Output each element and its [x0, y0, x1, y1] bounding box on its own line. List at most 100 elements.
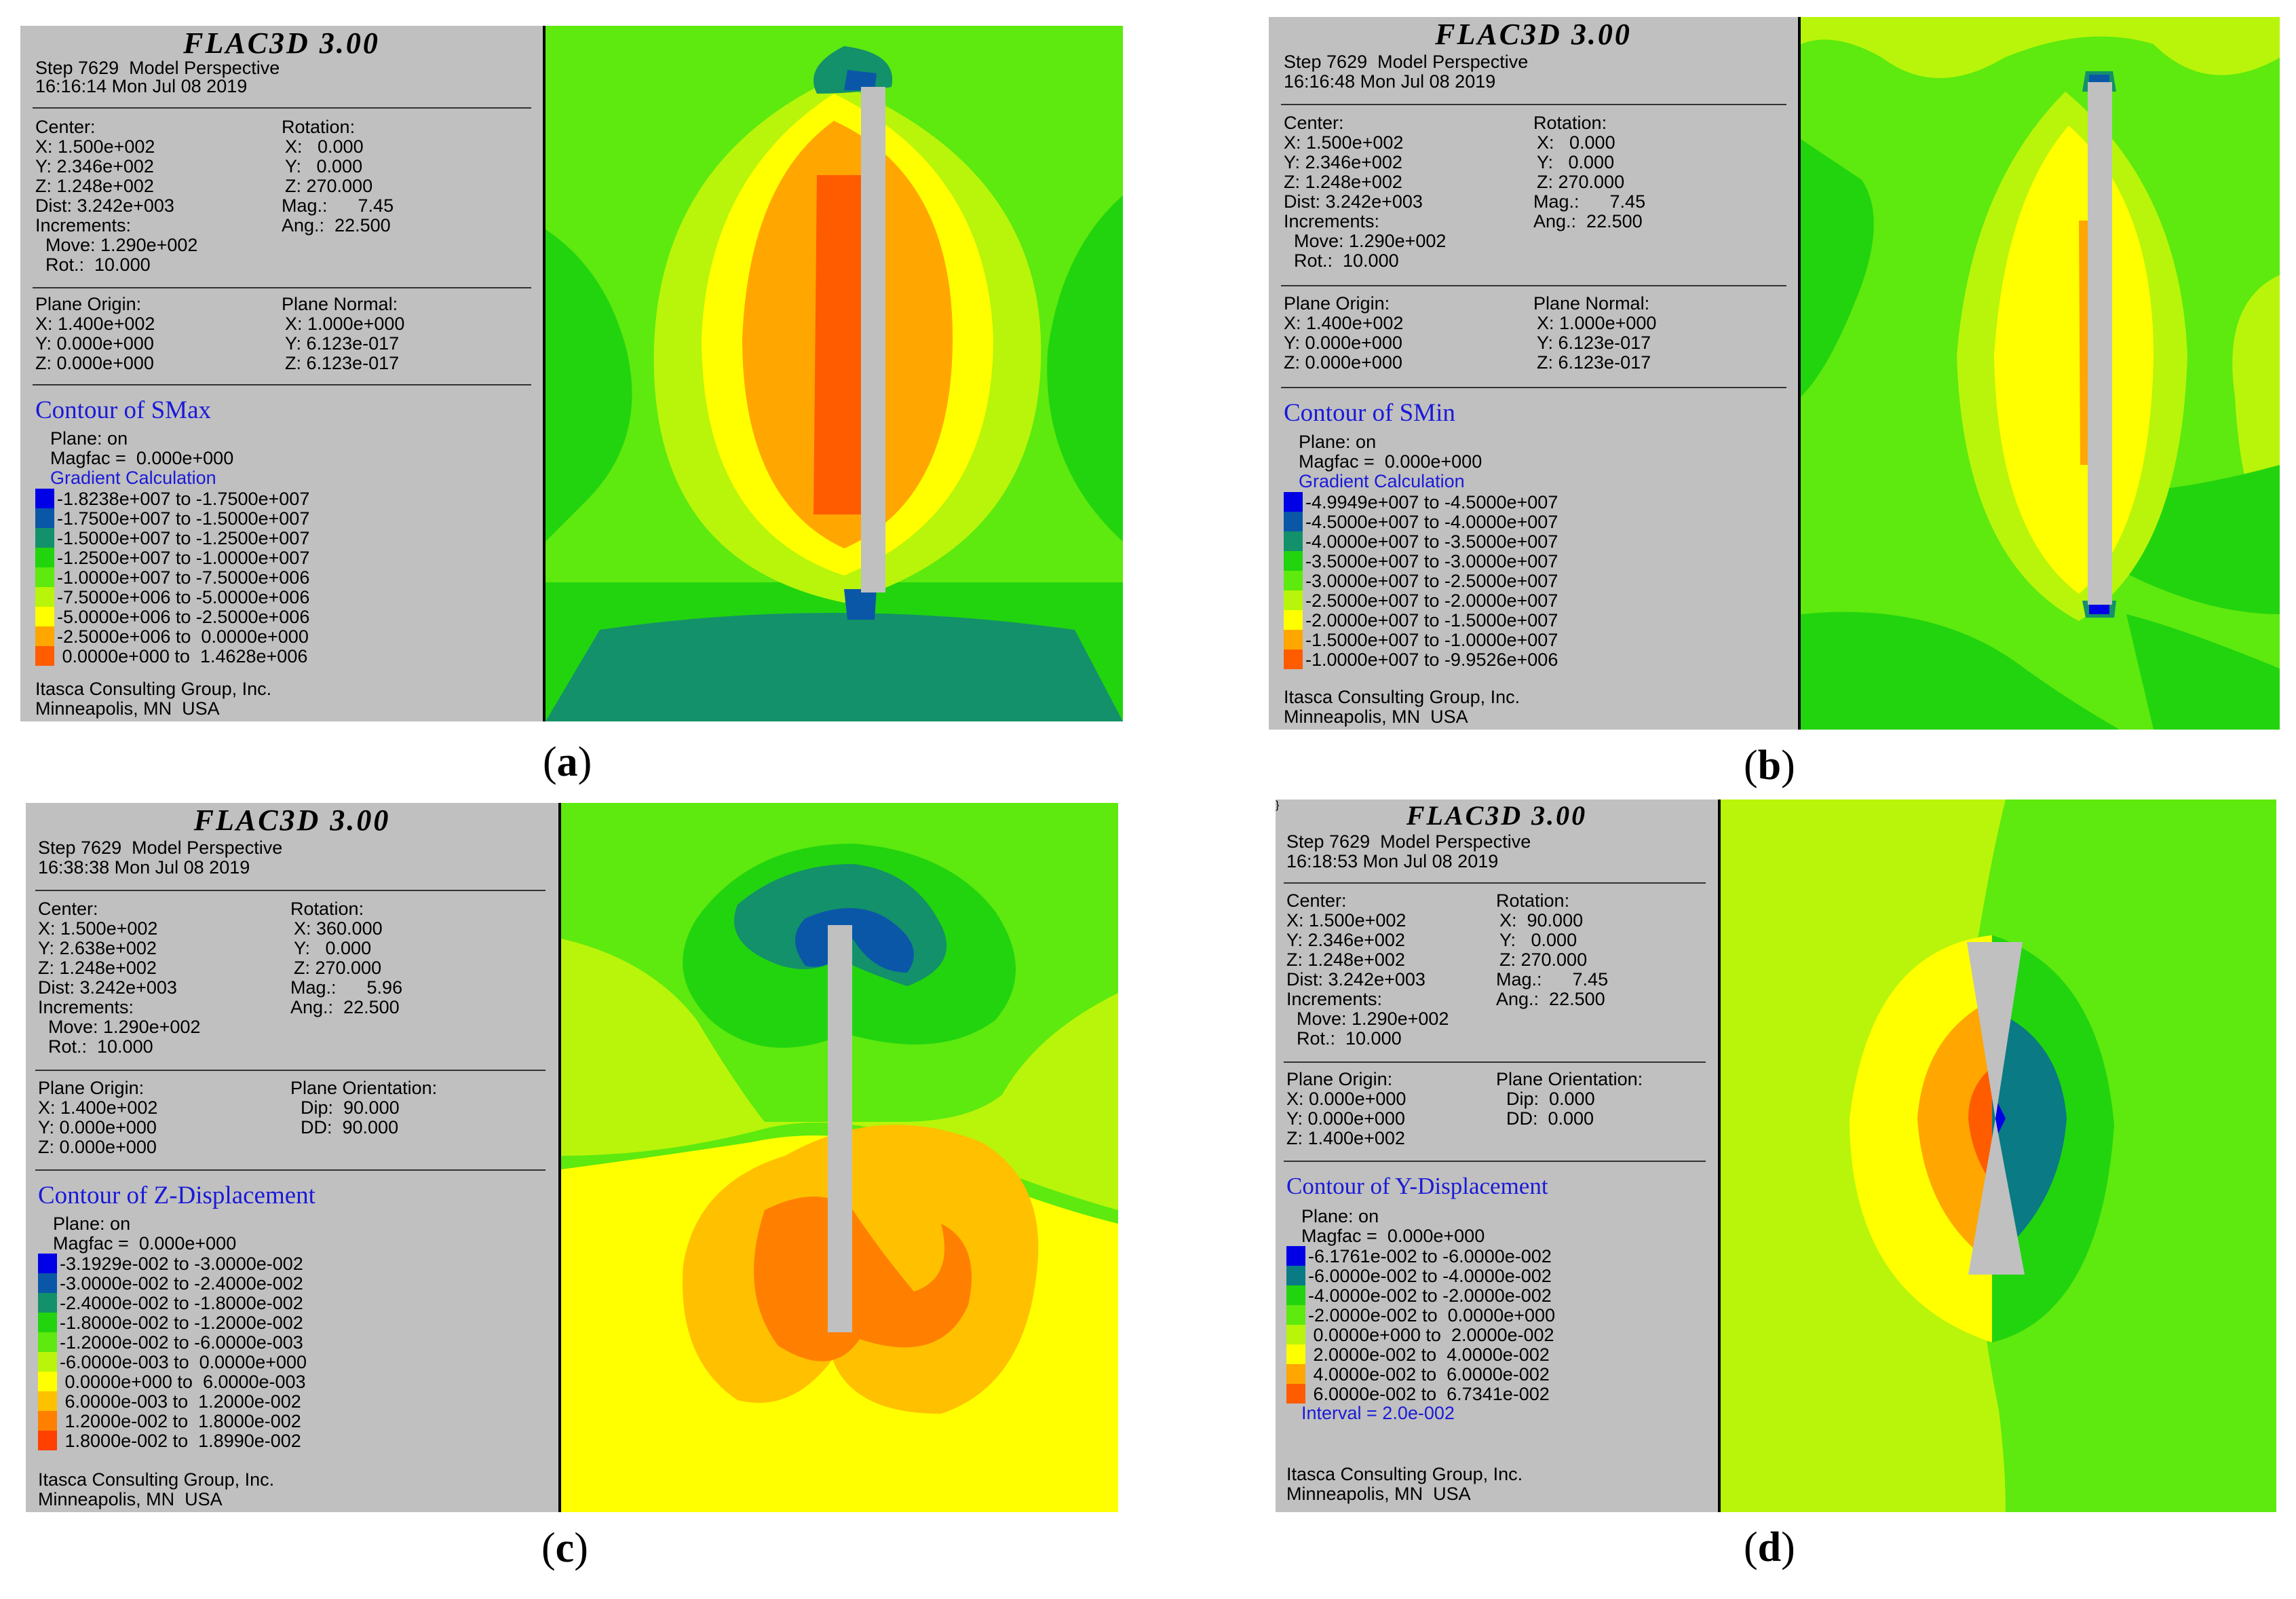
contour-plot	[543, 26, 1123, 721]
subfigure-letter: b	[1757, 742, 1782, 789]
ang: Ang.: 22.500	[290, 997, 400, 1017]
mag: Mag.: 7.45	[1496, 969, 1609, 990]
legend-swatch	[35, 587, 54, 607]
legend-swatch	[38, 1273, 57, 1293]
legend-label: -6.0000e-002 to -4.0000e-002	[1308, 1266, 1552, 1286]
legend-label: -2.5000e+006 to 0.0000e+000	[57, 626, 309, 647]
plane-normal-x: X: 1.000e+000	[1537, 313, 1657, 333]
plane-status: Plane: on	[1299, 432, 1377, 452]
company-location: Minneapolis, MN USA	[1284, 707, 1468, 727]
rotation-label: Rotation:	[290, 899, 364, 919]
legend-label: -2.0000e-002 to 0.0000e+000	[1308, 1305, 1556, 1325]
legend-swatch	[35, 567, 54, 587]
center-x: X: 1.500e+002	[38, 918, 158, 939]
dist: Dist: 3.242e+003	[35, 195, 174, 216]
legend-swatch	[38, 1254, 57, 1273]
divider	[1284, 882, 1706, 884]
mag: Mag.: 7.45	[1533, 191, 1646, 212]
company-name: Itasca Consulting Group, Inc.	[35, 679, 272, 699]
move: Move: 1.290e+002	[1286, 1009, 1449, 1029]
mag: Mag.: 7.45	[282, 195, 394, 216]
legend-label: -2.5000e+007 to -2.0000e+007	[1305, 590, 1558, 611]
step-text: Step 7629 Model Perspective	[35, 58, 280, 78]
legend-swatch	[38, 1313, 57, 1332]
divider	[1281, 387, 1786, 388]
plane-origin-label: Plane Origin:	[1284, 293, 1390, 314]
move: Move: 1.290e+002	[1284, 231, 1447, 251]
step-text: Step 7629 Model Perspective	[38, 838, 283, 858]
rotation-label: Rotation:	[282, 117, 356, 137]
panel-d: FLAC3D 3.00 Step 7629 Model Perspective …	[1276, 800, 2276, 1570]
divider	[33, 384, 531, 385]
legend-label: -4.0000e-002 to -2.0000e-002	[1308, 1285, 1552, 1306]
plane-dip: Dip: 0.000	[1496, 1089, 1595, 1109]
company-location: Minneapolis, MN USA	[35, 698, 220, 719]
magfac: Magfac = 0.000e+000	[50, 448, 234, 468]
pile-shaft	[828, 925, 852, 1332]
legend-swatch	[1284, 571, 1303, 590]
info-panel: FLAC3D 3.00 Step 7629 Model Perspective …	[26, 803, 558, 1512]
software-title: FLAC3D 3.00	[1406, 800, 1588, 831]
rotation-y: Y: 0.000	[1537, 152, 1615, 172]
company-location: Minneapolis, MN USA	[1286, 1484, 1471, 1504]
center-y: Y: 2.638e+002	[38, 938, 157, 958]
legend-swatch	[38, 1372, 57, 1391]
legend-swatch	[1286, 1344, 1305, 1364]
legend-label: -3.0000e-002 to -2.4000e-002	[60, 1273, 303, 1294]
center-x: X: 1.500e+002	[1286, 910, 1407, 930]
contour-title: Contour of SMax	[35, 396, 211, 424]
legend-label: -1.2000e-002 to -6.0000e-003	[60, 1332, 303, 1353]
dist: Dist: 3.242e+003	[1286, 969, 1426, 990]
legend-swatch	[1286, 1384, 1305, 1404]
subfigure-label: (b)	[1744, 742, 1795, 789]
step-text: Step 7629 Model Perspective	[1284, 52, 1529, 72]
rotation-y: Y: 0.000	[294, 938, 372, 958]
plane-dip: Dip: 90.000	[290, 1097, 400, 1118]
plane-origin-x: X: 0.000e+000	[1286, 1089, 1407, 1109]
subfigure-label: (c)	[541, 1525, 588, 1571]
plane-normal-z: Z: 6.123e-017	[1537, 352, 1651, 373]
subfigure-label: (a)	[543, 739, 592, 785]
plane-origin-y: Y: 0.000e+000	[35, 333, 154, 354]
timestamp: 16:38:38 Mon Jul 08 2019	[38, 857, 250, 878]
subfigure-letter: c	[555, 1525, 575, 1571]
legend-swatch	[1284, 650, 1303, 669]
legend-label: -3.0000e+007 to -2.5000e+007	[1305, 571, 1558, 591]
legend-label: -3.5000e+007 to -3.0000e+007	[1305, 551, 1558, 571]
move: Move: 1.290e+002	[38, 1017, 201, 1037]
legend-label: 0.0000e+000 to 6.0000e-003	[60, 1372, 306, 1392]
rotation-x: X: 90.000	[1499, 910, 1584, 930]
legend-label: 4.0000e-002 to 6.0000e-002	[1308, 1364, 1550, 1385]
company-name: Itasca Consulting Group, Inc.	[1286, 1464, 1523, 1484]
info-panel: FLAC3D 3.00 Step 7629 Model Perspective …	[1269, 17, 1798, 730]
center-y: Y: 2.346e+002	[1284, 152, 1402, 172]
plane-orientation-label: Plane Orientation:	[290, 1078, 438, 1098]
center-y: Y: 2.346e+002	[35, 156, 154, 176]
legend-swatch	[38, 1352, 57, 1372]
center-x: X: 1.500e+002	[1284, 132, 1404, 153]
contour-plot	[1718, 800, 2276, 1512]
rotation-x: X: 0.000	[285, 136, 364, 157]
legend-swatch	[1286, 1325, 1305, 1344]
center-z: Z: 1.248e+002	[1284, 172, 1402, 192]
increments-label: Increments:	[38, 997, 134, 1017]
legend-label: -4.5000e+007 to -4.0000e+007	[1305, 512, 1558, 532]
legend-swatch	[35, 607, 54, 626]
plane-normal-y: Y: 6.123e-017	[285, 333, 400, 354]
contour-plot-svg	[561, 803, 1118, 1512]
legend-swatch	[1284, 590, 1303, 610]
plane-origin-x: X: 1.400e+002	[35, 314, 155, 334]
ang: Ang.: 22.500	[282, 215, 391, 236]
legend-label: -1.0000e+007 to -9.9526e+006	[1305, 650, 1558, 670]
plane-origin-label: Plane Origin:	[38, 1078, 145, 1098]
plane-origin-label: Plane Origin:	[1286, 1069, 1393, 1089]
contour-plot-svg	[1801, 17, 2280, 730]
contour-plot-svg	[1721, 800, 2276, 1512]
subfigure-letter: d	[1757, 1524, 1782, 1570]
plane-status: Plane: on	[53, 1214, 131, 1234]
legend-swatch	[1284, 512, 1303, 531]
legend-label: 1.8000e-002 to 1.8990e-002	[60, 1431, 301, 1451]
plane-orientation-label: Plane Orientation:	[1496, 1069, 1643, 1089]
rotation-z: Z: 270.000	[285, 176, 373, 196]
legend-swatch	[38, 1411, 57, 1431]
